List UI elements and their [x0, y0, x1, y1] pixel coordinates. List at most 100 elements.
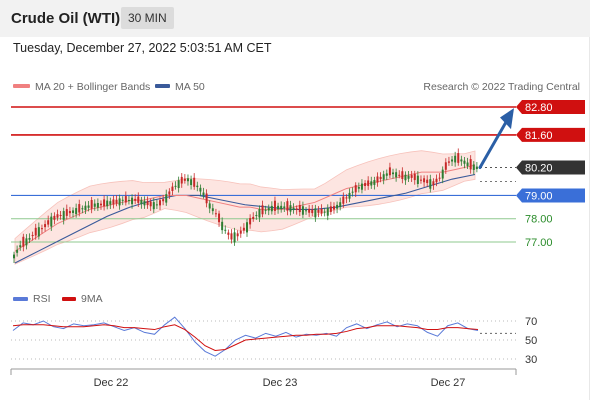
- candle-body: [22, 236, 25, 247]
- candle-body: [208, 203, 211, 209]
- candle-body: [65, 209, 68, 216]
- candle-body: [75, 208, 78, 215]
- candle-body: [174, 185, 177, 187]
- candle-body: [221, 221, 224, 231]
- candle-body: [413, 173, 416, 181]
- candle-body: [311, 209, 314, 214]
- candle-body: [180, 176, 183, 184]
- candle-body: [401, 171, 404, 180]
- candle-body: [93, 203, 96, 207]
- candle-body: [289, 205, 292, 212]
- candle-body: [429, 179, 432, 189]
- candle-body: [230, 233, 233, 240]
- candle-body: [332, 206, 335, 210]
- candle-body: [426, 179, 429, 184]
- candle-body: [469, 159, 472, 170]
- candle-body: [360, 183, 363, 190]
- candle-body: [463, 160, 466, 164]
- candle-body: [28, 238, 31, 240]
- candle-body: [115, 199, 118, 204]
- candle-body: [186, 178, 189, 182]
- candle-body: [298, 204, 301, 213]
- rsi-ma-legend-label: 9MA: [81, 293, 103, 305]
- candle-body: [53, 215, 56, 220]
- candle-body: [149, 201, 152, 207]
- candle-body: [407, 175, 410, 179]
- candle-body: [410, 175, 413, 178]
- rsi-legend-label: RSI: [33, 293, 51, 305]
- chart-title: Crude Oil (WTI): [11, 10, 121, 27]
- x-tick-label: Dec 22: [94, 377, 129, 389]
- candle-body: [214, 213, 217, 215]
- price-level-label: 80.20: [525, 163, 553, 175]
- candle-body: [236, 233, 239, 237]
- candle-body: [146, 200, 149, 206]
- candle-body: [329, 206, 332, 212]
- candle-body: [258, 209, 261, 218]
- candle-body: [16, 249, 19, 253]
- candle-body: [261, 205, 264, 215]
- candle-body: [134, 198, 137, 201]
- candle-body: [398, 174, 401, 176]
- candle-body: [34, 227, 37, 236]
- candle-body: [159, 200, 162, 206]
- rsi-tick-label: 70: [525, 316, 537, 328]
- candle-body: [239, 230, 242, 234]
- candle-body: [373, 180, 376, 185]
- candle-body: [419, 179, 422, 181]
- candle-body: [162, 199, 165, 202]
- candle-body: [354, 185, 357, 193]
- candle-body: [305, 210, 308, 212]
- candle-body: [199, 187, 202, 192]
- price-level-tag: [516, 127, 585, 142]
- candle-body: [118, 198, 121, 206]
- candle-body: [72, 210, 75, 213]
- rsi-layer: 70 50 30: [11, 316, 537, 366]
- candle-body: [227, 232, 230, 235]
- candle-body: [99, 203, 102, 206]
- candle-body: [345, 197, 348, 199]
- rsi-tick-label: 50: [525, 335, 537, 347]
- candle-body: [196, 185, 199, 188]
- candle-body: [357, 186, 360, 189]
- candle-body: [323, 211, 326, 213]
- candle-body: [62, 211, 65, 220]
- candle-body: [339, 202, 342, 208]
- candle-body: [47, 220, 50, 225]
- candle-body: [273, 200, 276, 211]
- candle-body: [177, 180, 180, 189]
- candle-body: [211, 208, 214, 212]
- price-level-tag: [516, 188, 585, 203]
- price-level-label: 79.00: [525, 190, 553, 202]
- candle-body: [13, 254, 15, 259]
- candle-body: [59, 214, 62, 216]
- candle-body: [246, 222, 248, 233]
- candle-body: [336, 204, 339, 209]
- interval-badge[interactable]: 30 MIN: [121, 7, 174, 29]
- candle-body: [441, 169, 444, 179]
- candle-body: [56, 214, 59, 218]
- candle-body: [171, 186, 174, 192]
- candle-body: [423, 178, 426, 183]
- candle-body: [109, 201, 112, 205]
- candle-body: [460, 159, 463, 162]
- candle-body: [168, 191, 171, 195]
- candle-body: [224, 229, 227, 231]
- candle-body: [367, 180, 370, 186]
- ma50-line: [14, 173, 476, 264]
- candle-body: [379, 176, 382, 180]
- rsi-ma-line: [12, 324, 479, 351]
- candle-body: [140, 199, 143, 205]
- candle-body: [78, 204, 81, 213]
- candle-body: [137, 196, 140, 203]
- candle-body: [447, 161, 450, 163]
- candle-body: [112, 199, 115, 205]
- candle-body: [233, 232, 236, 243]
- candle-body: [218, 213, 221, 223]
- candle-body: [84, 205, 87, 211]
- price-level-label: 82.80: [525, 102, 553, 114]
- candle-body: [40, 228, 43, 230]
- price-level-label: 78.00: [525, 214, 553, 226]
- rsi-ma-legend-swatch: [62, 297, 76, 301]
